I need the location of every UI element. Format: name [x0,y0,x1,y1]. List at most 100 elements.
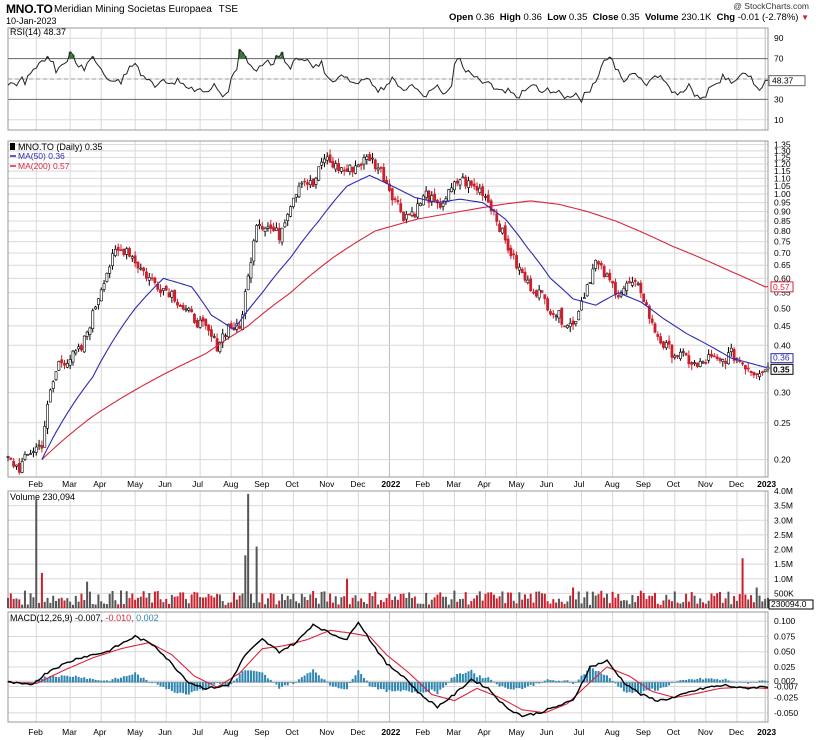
macd-histogram-bar [379,682,382,689]
candle-body [291,197,295,207]
volume-bar [153,591,156,608]
volume-bar [213,597,216,608]
macd-histogram-bar [63,675,66,683]
volume-bar [60,597,63,608]
candle-body [272,226,275,231]
macd-histogram-bar [190,682,193,693]
volume-bar [538,591,541,608]
macd-histogram-bar [396,682,399,691]
price-legend-candle-icon [10,143,15,150]
candle-body [636,283,640,286]
candle-body [741,362,744,365]
volume-bar [515,603,518,608]
candle-body [390,188,394,201]
volume-bar [577,591,580,608]
volume-bar [433,597,436,608]
macd-histogram-bar [634,682,637,692]
candle-body [512,253,516,256]
candle-body [591,268,595,285]
volume-bar [326,601,329,608]
candle-body [147,277,151,281]
macd-histogram-bar [134,672,137,683]
macd-histogram-bar [283,682,286,686]
volume-bar [408,592,411,608]
volume-bar [741,558,744,608]
macd-histogram-bar [716,679,719,683]
macd-tick-label: 0.100 [774,616,796,626]
candle-body [630,282,634,286]
price-x-label: Aug [605,479,620,489]
macd-histogram-bar [269,679,272,683]
candle-body [181,305,185,310]
volume-bar [707,600,710,608]
volume-bar [148,593,151,608]
macd-panel: 0.1000.0750.0500.0250.002-0.007-0.025-0.… [7,611,798,737]
candle-body [447,189,451,202]
candle-body [729,347,733,352]
candle-body [650,318,654,323]
macd-histogram-bar [105,680,108,683]
macd-legend-value: -0.007, [73,613,104,623]
candle-body [520,268,524,274]
volume-bar [668,599,671,608]
volume-bar [453,590,456,608]
volume-bar [49,602,52,608]
macd-histogram-bar [473,673,476,683]
rsi-legend: RSI(14) 48.37 [10,27,66,37]
candle-body [755,373,759,376]
macd-x-label: Aug [223,727,238,737]
volume-bar [591,591,594,608]
macd-legend-hist: 0.002 [134,613,159,623]
macd-histogram-bar [224,682,227,687]
candle-body [15,464,18,467]
candle-body [68,359,72,366]
candle-body [396,200,400,203]
macd-histogram-bar [665,682,668,687]
candle-body [334,163,338,170]
candle-body [413,213,417,218]
macd-histogram-bar [298,679,301,683]
macd-histogram-bar [591,668,594,683]
macd-histogram-bar [622,682,625,692]
macd-x-label: Mar [446,727,461,737]
volume-bar [589,604,592,608]
chg-down-icon: ▼ [801,13,809,22]
volume-bar [368,593,371,608]
macd-legend: MACD(12,26,9) -0.007, -0.010, 0.002 [10,613,159,623]
candle-body [43,425,47,448]
volume-bar [543,593,546,608]
low-label: Low [547,12,567,23]
macd-histogram-bar [38,680,41,683]
candle-body [207,324,210,331]
macd-x-label: 2023 [757,727,776,737]
macd-histogram-bar [60,675,63,683]
volume-bar [631,594,634,608]
macd-histogram-bar [637,682,640,693]
volume-bar [15,598,18,608]
macd-histogram-bar [405,682,408,691]
volume-bar [303,596,306,608]
volume-bar [269,593,272,608]
price-tick-label: 0.70 [774,248,791,258]
volume-bar [416,603,419,608]
candle-body [537,289,541,299]
price-tick-label: 1.30 [774,146,791,156]
volume-bar [374,591,377,608]
volume-bar [752,602,755,608]
macd-histogram-bar [444,682,447,686]
macd-tick-label: 0.075 [774,631,796,641]
candle-body [17,462,21,473]
macd-histogram-bar [645,682,648,691]
macd-histogram-bar [117,678,120,683]
candle-body [464,176,468,187]
candle-body [602,265,606,277]
candle-body [625,282,629,291]
volume-bar [306,600,309,608]
candle-body [128,248,131,257]
macd-histogram-bar [182,682,185,694]
volume-bar [286,595,289,608]
volume-tick-label: 500K [774,588,794,598]
macd-histogram-bar [399,682,402,692]
volume-bar [467,604,470,608]
